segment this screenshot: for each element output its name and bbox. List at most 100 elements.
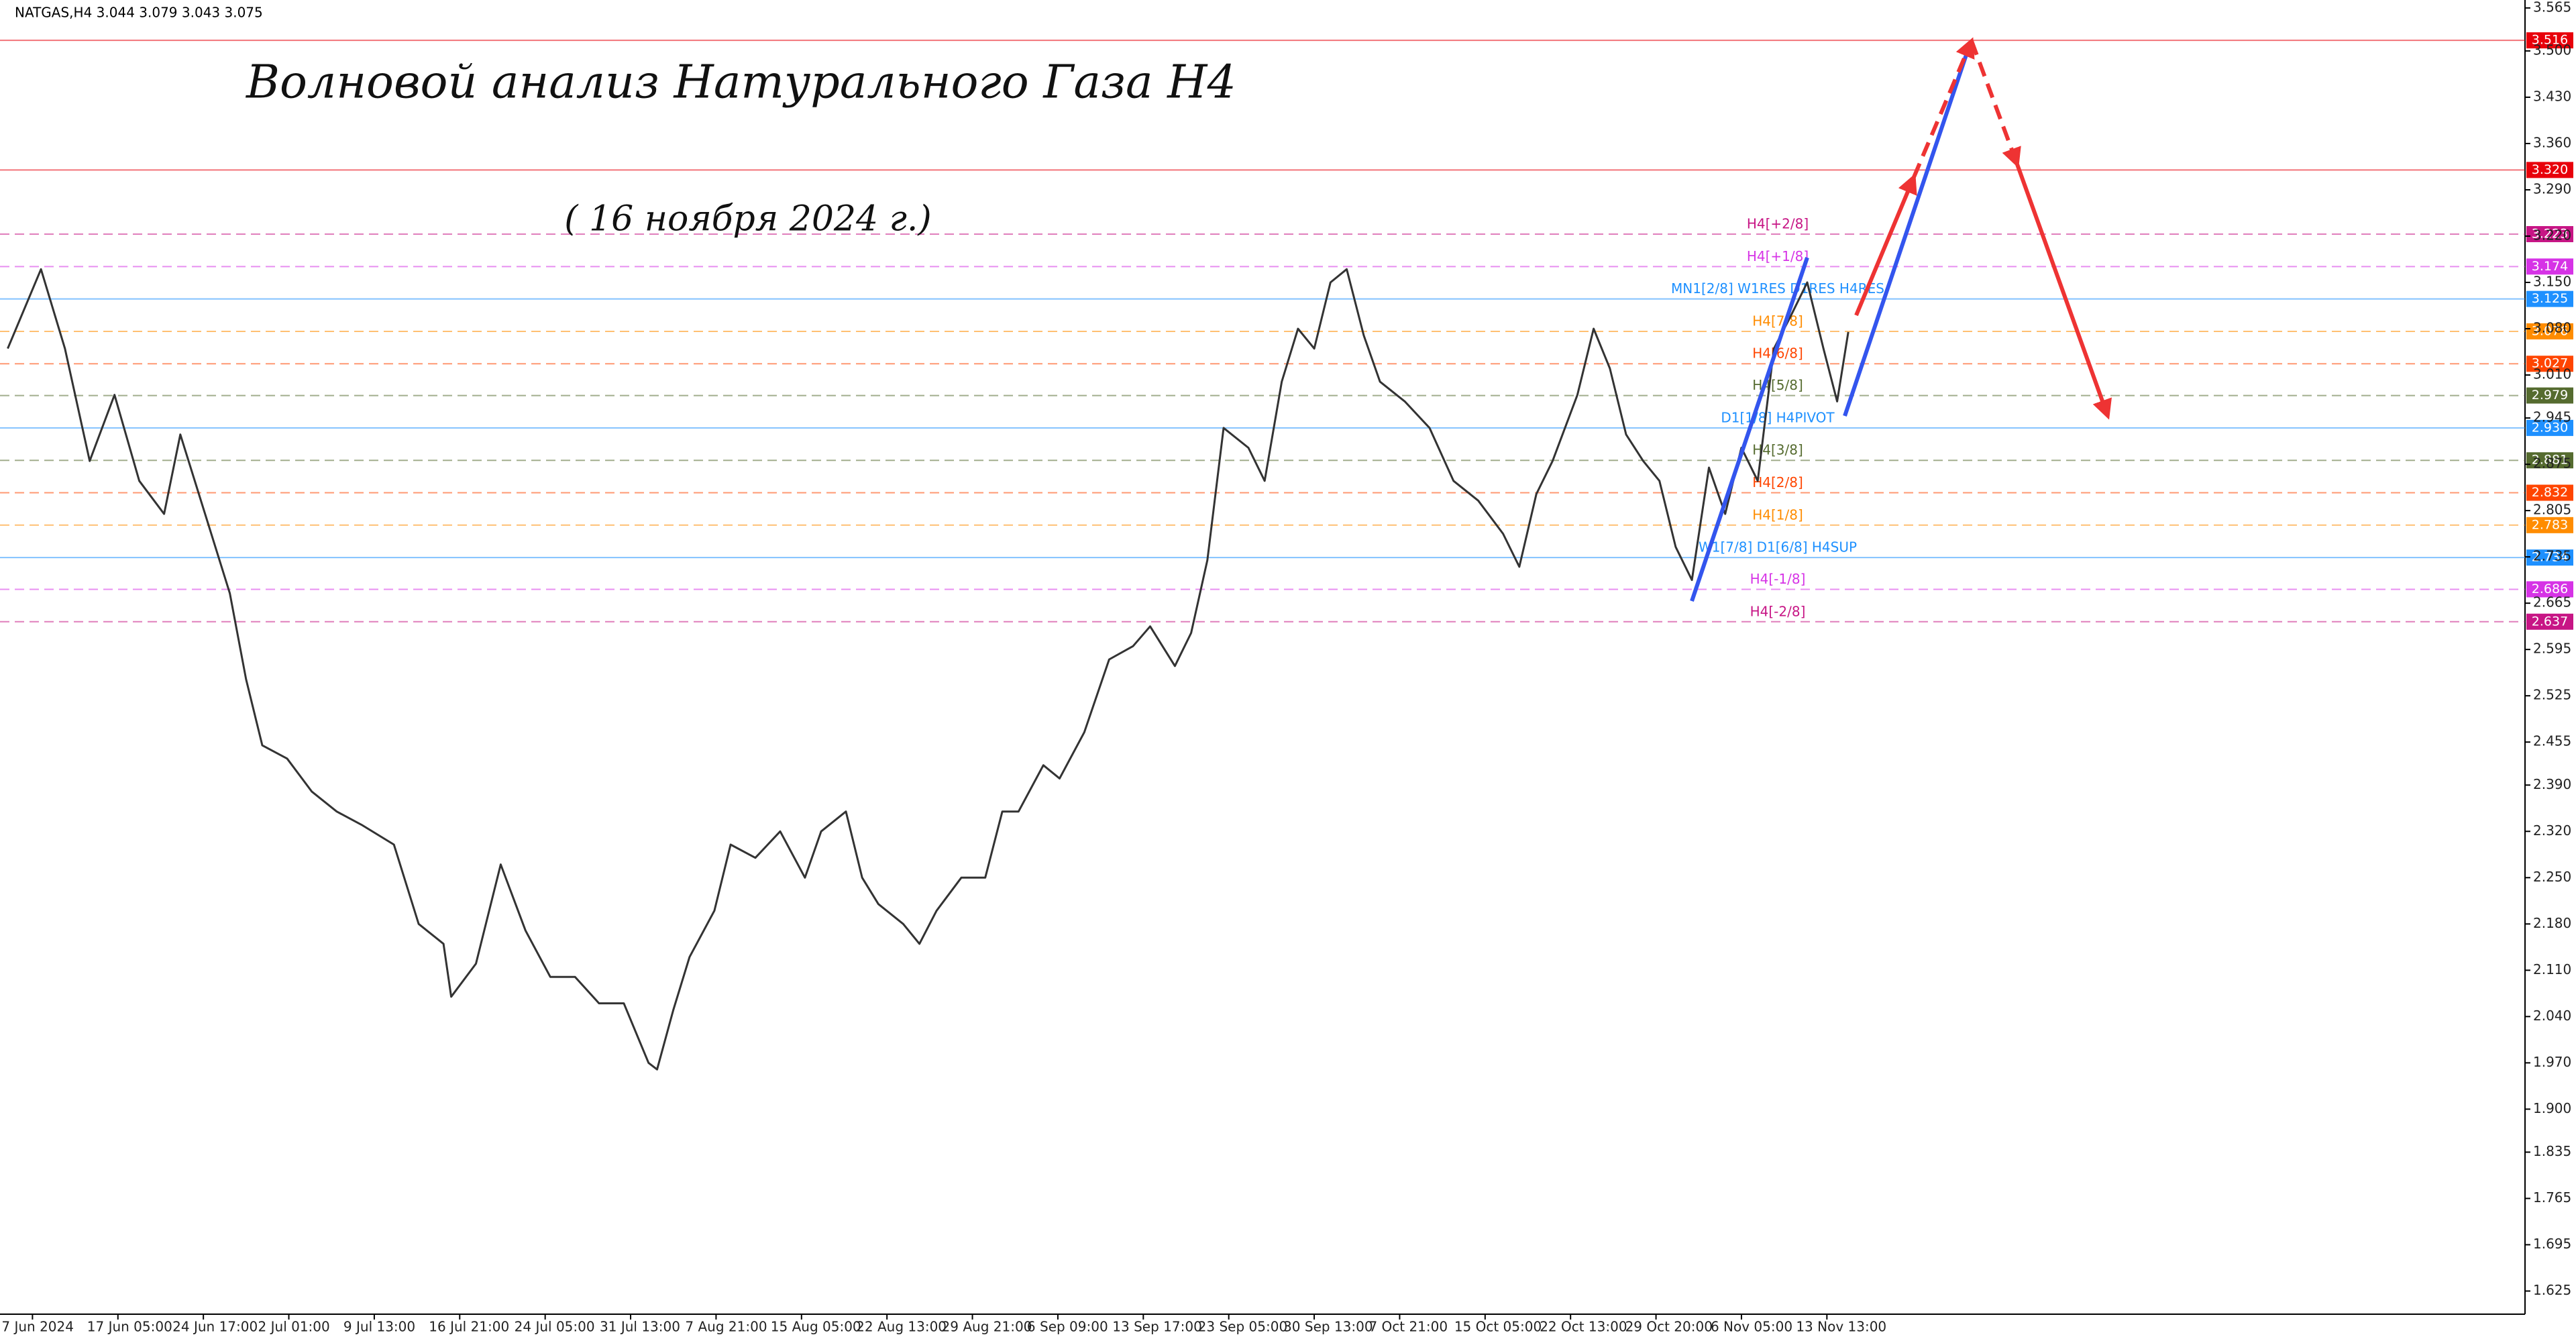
y-tick-label: 3.430 bbox=[2533, 88, 2571, 104]
y-tick-label: 3.360 bbox=[2533, 134, 2571, 150]
x-tick-label: 15 Oct 05:00 bbox=[1454, 1319, 1542, 1335]
level-label: H4[-1/8] bbox=[1750, 571, 1806, 587]
forecast-arrow bbox=[2015, 163, 2112, 420]
level-label: MN1[2/8] W1RES D1RES H4RES bbox=[1671, 280, 1884, 297]
x-tick-label: 22 Oct 13:00 bbox=[1540, 1319, 1627, 1335]
levels: 3.516 3.320 3.223 H4[+2/8] 3.174 H4[+1/8] 3.12… bbox=[0, 32, 2573, 630]
level-label: H4[5/8] bbox=[1752, 377, 1803, 393]
chart-subtitle: ( 16 ноября 2024 г.) bbox=[564, 199, 931, 239]
level-label: H4[-2/8] bbox=[1750, 603, 1806, 619]
level-label: H4[1/8] bbox=[1752, 506, 1803, 523]
x-tick-label: 31 Jul 13:00 bbox=[600, 1319, 680, 1335]
chart-title: Волновой анализ Натурального Газа H4 bbox=[245, 56, 1236, 109]
forecast-arrow bbox=[1854, 173, 1917, 317]
y-tick-label: 1.900 bbox=[2533, 1100, 2571, 1116]
price-box-label: 2.930 bbox=[2532, 420, 2568, 435]
y-tick-label: 2.040 bbox=[2533, 1008, 2571, 1024]
price-box bbox=[2526, 387, 2573, 404]
y-tick-label: 3.290 bbox=[2533, 180, 2571, 197]
y-tick-label: 3.010 bbox=[2533, 366, 2571, 382]
x-tick-label: 24 Jul 05:00 bbox=[515, 1319, 595, 1335]
x-tick-label: 13 Nov 13:00 bbox=[1796, 1319, 1886, 1335]
level-label: H4[+2/8] bbox=[1747, 216, 1809, 232]
x-tick-label: 24 Jun 17:00 bbox=[172, 1319, 258, 1335]
y-tick-label: 1.970 bbox=[2533, 1054, 2571, 1070]
price-box bbox=[2526, 356, 2573, 372]
y-tick-label: 2.945 bbox=[2533, 409, 2571, 425]
price-box bbox=[2526, 581, 2573, 598]
price-box bbox=[2526, 613, 2573, 630]
price-box-label: 3.174 bbox=[2532, 259, 2568, 274]
level-label: H4[7/8] bbox=[1752, 313, 1803, 329]
price-box bbox=[2526, 258, 2573, 275]
price-box bbox=[2526, 323, 2573, 339]
y-tick-label: 2.805 bbox=[2533, 502, 2571, 518]
price-box bbox=[2526, 419, 2573, 436]
price-box-label: 2.637 bbox=[2532, 614, 2568, 629]
y-tick-label: 2.180 bbox=[2533, 915, 2571, 931]
price-box bbox=[2526, 517, 2573, 533]
x-tick-label: 29 Oct 20:00 bbox=[1625, 1319, 1713, 1335]
forecast-wave bbox=[1690, 257, 1809, 602]
x-tick-label: 6 Sep 09:00 bbox=[1027, 1319, 1108, 1335]
y-tick-label: 3.080 bbox=[2533, 319, 2571, 335]
y-tick-label: 2.455 bbox=[2533, 733, 2571, 749]
plot bbox=[7, 268, 1849, 1071]
y-tick-label: 3.220 bbox=[2533, 227, 2571, 243]
level-label: W1[7/8] D1[6/8] H4SUP bbox=[1699, 539, 1857, 555]
price-box bbox=[2526, 162, 2573, 178]
price-box-label: 2.832 bbox=[2532, 485, 2568, 500]
x-tick-label: 29 Aug 21:00 bbox=[942, 1319, 1032, 1335]
x-tick-label: 30 Sep 13:00 bbox=[1283, 1319, 1373, 1335]
y-tick-label: 3.150 bbox=[2533, 273, 2571, 289]
x-tick-label: 7 Aug 21:00 bbox=[685, 1319, 767, 1335]
y-tick-label: 1.625 bbox=[2533, 1282, 2571, 1298]
y-tick-label: 2.320 bbox=[2533, 822, 2571, 839]
y-tick-label: 2.525 bbox=[2533, 687, 2571, 703]
y-tick-label: 2.735 bbox=[2533, 548, 2571, 564]
x-tick-label: 15 Aug 05:00 bbox=[771, 1319, 861, 1335]
y-tick-label: 3.565 bbox=[2533, 0, 2571, 15]
x-tick-label: 7 Oct 21:00 bbox=[1368, 1319, 1448, 1335]
x-tick-label: 2 Jul 01:00 bbox=[258, 1319, 330, 1335]
x-tick-label: 7 Jun 2024 bbox=[1, 1319, 74, 1335]
y-tick-label: 2.595 bbox=[2533, 641, 2571, 657]
price-line bbox=[7, 268, 1849, 1071]
price-box-label: 2.881 bbox=[2532, 453, 2568, 468]
y-tick-label: 1.765 bbox=[2533, 1189, 2571, 1206]
x-tick-label: 23 Sep 05:00 bbox=[1198, 1319, 1288, 1335]
y-tick-label: 2.110 bbox=[2533, 961, 2571, 977]
y-tick-label: 1.835 bbox=[2533, 1143, 2571, 1159]
y-tick-label: 3.500 bbox=[2533, 42, 2571, 58]
price-box bbox=[2526, 549, 2573, 566]
x-tick-label: 13 Sep 17:00 bbox=[1112, 1319, 1202, 1335]
symbol-header: NATGAS,H4 3.044 3.079 3.043 3.075 bbox=[15, 5, 263, 21]
price-box bbox=[2526, 452, 2573, 469]
price-box bbox=[2526, 226, 2573, 243]
x-tick-label: 22 Aug 13:00 bbox=[856, 1319, 947, 1335]
price-box-label: 3.320 bbox=[2532, 162, 2568, 177]
level-label: H4[+1/8] bbox=[1747, 248, 1809, 264]
forecast-wave bbox=[1843, 48, 1970, 417]
y-tick-label: 2.390 bbox=[2533, 776, 2571, 792]
x-tick-label: 17 Jun 05:00 bbox=[87, 1319, 172, 1335]
price-box bbox=[2526, 32, 2573, 49]
x-tick-label: 16 Jul 21:00 bbox=[429, 1319, 509, 1335]
price-box-label: 2.783 bbox=[2532, 517, 2568, 532]
price-box-label: 3.516 bbox=[2532, 33, 2568, 48]
price-box-label: 2.734 bbox=[2532, 550, 2568, 565]
price-box-label: 2.686 bbox=[2532, 582, 2568, 596]
price-box-label: 3.125 bbox=[2532, 291, 2568, 306]
price-box-label: 2.979 bbox=[2532, 388, 2568, 403]
y-tick-label: 2.250 bbox=[2533, 869, 2571, 885]
y-tick-label: 2.665 bbox=[2533, 594, 2571, 610]
forecast bbox=[1690, 37, 2112, 602]
x-tick-label: 9 Jul 13:00 bbox=[343, 1319, 415, 1335]
price-box bbox=[2526, 290, 2573, 307]
price-box-label: 3.027 bbox=[2532, 356, 2568, 371]
price-box-label: 3.223 bbox=[2532, 227, 2568, 242]
y-tick-label: 1.695 bbox=[2533, 1236, 2571, 1252]
price-box-label: 3.076 bbox=[2532, 323, 2568, 338]
